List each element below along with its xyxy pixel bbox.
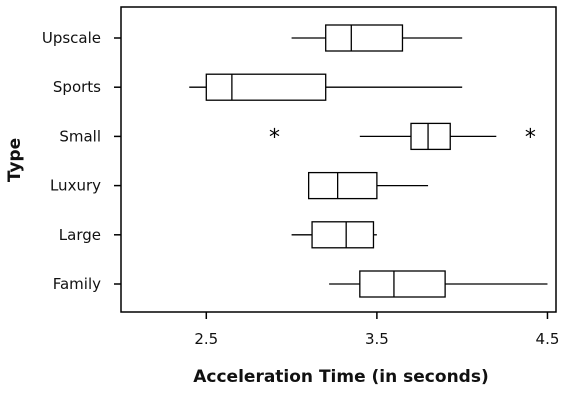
box-small: * *	[269, 122, 536, 151]
x-axis-title: Acceleration Time (in seconds)	[193, 367, 488, 387]
x-tick-label-4-5: 4.5	[536, 330, 560, 348]
iqr-box-small	[410, 122, 451, 151]
iqr-box-upscale	[325, 24, 404, 52]
y-tick-label-family: Family	[53, 275, 101, 293]
x-axis: 2.5 3.5 4.5	[194, 312, 559, 348]
outlier-small-2: *	[525, 125, 536, 150]
box-luxury	[307, 171, 429, 200]
y-axis: Upscale Sports Small Luxury Large Family	[42, 29, 121, 293]
outlier-small-1: *	[269, 125, 280, 150]
box-upscale	[291, 24, 463, 52]
iqr-box-large	[311, 221, 375, 249]
x-tick-label-3-5: 3.5	[365, 330, 389, 348]
y-tick-label-sports: Sports	[53, 78, 101, 96]
y-tick-label-upscale: Upscale	[42, 29, 101, 47]
iqr-box-luxury	[307, 171, 378, 200]
box-sports	[189, 73, 463, 101]
iqr-box-family	[359, 270, 446, 298]
y-tick-label-luxury: Luxury	[50, 177, 101, 195]
y-tick-label-small: Small	[59, 127, 101, 145]
box-family	[329, 270, 548, 298]
y-tick-label-large: Large	[59, 226, 101, 244]
box-large	[291, 221, 377, 249]
plot-frame	[120, 6, 557, 313]
boxes-layer: * *	[189, 24, 548, 298]
iqr-box-sports	[205, 73, 327, 101]
y-axis-title: Type	[5, 138, 25, 182]
x-tick-label-2-5: 2.5	[194, 330, 218, 348]
